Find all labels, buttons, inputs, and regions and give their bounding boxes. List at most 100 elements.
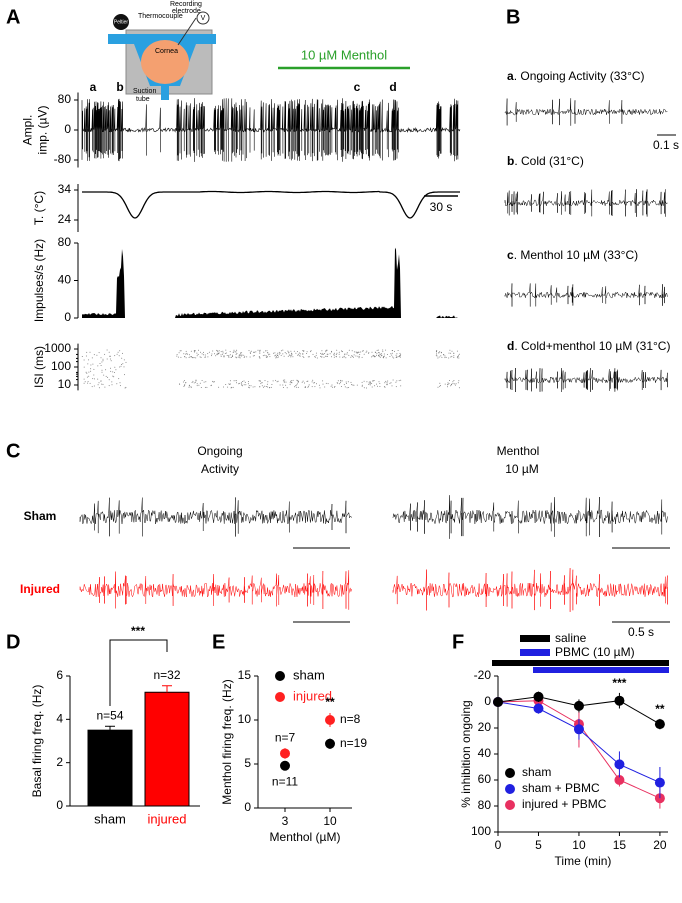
isi-dot bbox=[285, 381, 287, 383]
isi-dot bbox=[242, 354, 244, 356]
isi-dot bbox=[384, 386, 386, 388]
isi-dot bbox=[456, 357, 458, 359]
isi-dot bbox=[379, 386, 381, 387]
isi-dot bbox=[366, 381, 368, 383]
isi-dot bbox=[198, 384, 200, 386]
isi-dot bbox=[257, 349, 259, 351]
isi-dot bbox=[280, 354, 282, 356]
isi-dot bbox=[358, 357, 360, 359]
isi-dot bbox=[287, 355, 289, 357]
isi-dot bbox=[366, 350, 368, 352]
isi-dot bbox=[295, 385, 297, 387]
isi-dot bbox=[340, 386, 342, 387]
isi-dot bbox=[224, 353, 226, 354]
isi-dot bbox=[288, 351, 290, 353]
isi-dot bbox=[371, 386, 373, 388]
isi-dot bbox=[376, 352, 378, 354]
legend-label: sham bbox=[293, 667, 325, 682]
isi-dot bbox=[379, 354, 381, 356]
isi-dot bbox=[453, 383, 455, 385]
isi-dot bbox=[93, 374, 95, 376]
isi-dot bbox=[196, 383, 198, 385]
isi-dot bbox=[101, 361, 103, 363]
isi-dot bbox=[90, 370, 92, 372]
isi-dot bbox=[88, 371, 90, 373]
isi-dot bbox=[344, 386, 346, 388]
isi-dot bbox=[320, 355, 322, 357]
isi-dot bbox=[389, 356, 391, 357]
isi-dot bbox=[283, 381, 285, 383]
isi-dot bbox=[276, 354, 278, 356]
isi-dot bbox=[286, 387, 288, 389]
isi-dot bbox=[323, 356, 325, 358]
isi-dot bbox=[241, 352, 243, 354]
isi-dot bbox=[299, 355, 301, 357]
isi-dot bbox=[108, 351, 110, 353]
isi-dot bbox=[260, 383, 262, 385]
isi-dot bbox=[239, 357, 241, 359]
isi-dot bbox=[93, 354, 95, 356]
isi-dot bbox=[383, 386, 385, 388]
isi-dot bbox=[238, 383, 240, 385]
isi-dot bbox=[93, 385, 95, 387]
column-title: Ongoing bbox=[197, 444, 242, 458]
axis-title: T. (°C) bbox=[32, 191, 46, 225]
x-tick-label: 10 bbox=[572, 838, 586, 852]
isi-dot bbox=[241, 384, 243, 386]
isi-dot bbox=[232, 351, 234, 353]
isi-dot bbox=[385, 357, 387, 359]
isi-dot bbox=[346, 353, 348, 355]
isi-dot bbox=[392, 350, 394, 351]
isi-dot bbox=[91, 357, 93, 359]
isi-dot bbox=[451, 355, 453, 357]
isi-dot bbox=[267, 386, 269, 388]
isi-dot bbox=[291, 380, 293, 382]
isi-dot bbox=[121, 364, 122, 365]
isi-dot bbox=[358, 356, 360, 358]
y-tick-label: 100 bbox=[471, 824, 491, 838]
isi-dot bbox=[178, 352, 180, 354]
isi-dot bbox=[191, 382, 193, 383]
point bbox=[654, 719, 665, 730]
isi-dot bbox=[122, 352, 123, 354]
c-trace bbox=[79, 497, 352, 537]
isi-dot bbox=[279, 352, 281, 354]
point bbox=[573, 700, 584, 711]
isi-dot bbox=[314, 386, 316, 388]
treatment-key bbox=[520, 649, 550, 656]
isi-dot bbox=[377, 349, 379, 351]
isi-dot bbox=[375, 352, 377, 353]
isi-dot bbox=[321, 352, 323, 354]
electrode bbox=[177, 17, 197, 46]
isi-dot bbox=[248, 386, 249, 388]
isi-dot bbox=[233, 349, 235, 351]
isi-dot bbox=[386, 354, 388, 355]
sample-trace bbox=[504, 367, 668, 392]
isi-dot bbox=[204, 354, 206, 356]
isi-dot bbox=[340, 382, 342, 384]
isi-dot bbox=[91, 386, 93, 388]
isi-dot bbox=[122, 363, 124, 365]
isi-dot bbox=[363, 380, 365, 382]
isi-dot bbox=[395, 386, 397, 388]
isi-dot bbox=[291, 354, 293, 356]
isi-dot bbox=[295, 386, 297, 388]
isi-dot bbox=[302, 350, 304, 352]
isi-dot bbox=[378, 356, 380, 357]
isi-dot bbox=[321, 350, 323, 352]
legend-marker bbox=[275, 692, 285, 702]
isi-dot bbox=[220, 355, 222, 357]
isi-dot bbox=[243, 384, 245, 386]
isi-dot bbox=[346, 352, 348, 354]
isi-dot bbox=[302, 353, 304, 355]
isi-dot bbox=[391, 354, 393, 356]
isi-dot bbox=[361, 384, 363, 386]
point bbox=[280, 748, 290, 759]
isi-dot bbox=[107, 376, 109, 378]
isi-dot bbox=[288, 352, 290, 354]
isi-dot bbox=[291, 381, 292, 383]
x-tick-label: 10 bbox=[323, 814, 337, 828]
isi-dot bbox=[241, 381, 243, 382]
isi-dot bbox=[278, 351, 280, 353]
isi-dot bbox=[383, 353, 385, 355]
